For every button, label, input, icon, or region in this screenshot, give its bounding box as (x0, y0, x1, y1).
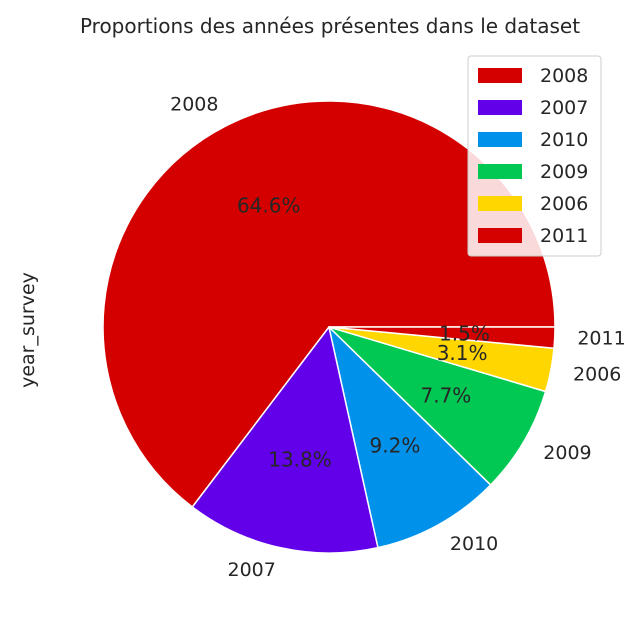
percent-label-2011: 1.5% (439, 321, 490, 345)
pie-slice-labels: 2008 2007 2010 2009 2006 2011 (170, 93, 626, 581)
legend-swatch-2011 (478, 228, 522, 243)
legend-swatch-2009 (478, 164, 522, 179)
slice-label-2008: 2008 (170, 93, 218, 115)
legend-label-2011: 2011 (540, 225, 588, 247)
percent-label-2008: 64.6% (237, 194, 301, 218)
pie-percent-labels: 64.6% 13.8% 9.2% 7.7% 3.1%1.5% (237, 194, 490, 472)
pie-slice-2010 (328, 326, 492, 549)
legend-swatch-2006 (478, 196, 522, 211)
slice-label-2009: 2009 (543, 442, 591, 464)
pie-slices (102, 100, 556, 554)
percent-label-2009: 7.7% (420, 384, 471, 408)
pie-slice-2011 (328, 326, 556, 350)
percent-label-2010: 9.2% (370, 433, 421, 457)
pie-slice-2007 (191, 326, 379, 554)
y-axis-label: year_survey (17, 272, 39, 388)
legend-swatch-2007 (478, 100, 522, 115)
chart-title: Proportions des années présentes dans le… (80, 14, 580, 38)
legend-label-2007: 2007 (540, 97, 588, 119)
legend-swatch-2008 (478, 68, 522, 83)
legend-swatch-2010 (478, 132, 522, 147)
slice-label-2010: 2010 (450, 533, 498, 555)
legend-label-2009: 2009 (540, 161, 588, 183)
percent-label-2007: 13.8% (268, 447, 332, 471)
slice-label-2007: 2007 (228, 559, 276, 581)
legend-label-2008: 2008 (540, 65, 588, 87)
legend-label-2006: 2006 (540, 193, 588, 215)
legend-label-2010: 2010 (540, 129, 588, 151)
slice-label-2006: 2006 (573, 363, 621, 385)
percent-label-2006: 3.1% (437, 341, 488, 365)
legend: 2008 2007 2010 2009 2006 2011 (467, 55, 602, 257)
pie-slice-2009 (328, 326, 547, 486)
slice-label-2011: 2011 (577, 328, 625, 350)
